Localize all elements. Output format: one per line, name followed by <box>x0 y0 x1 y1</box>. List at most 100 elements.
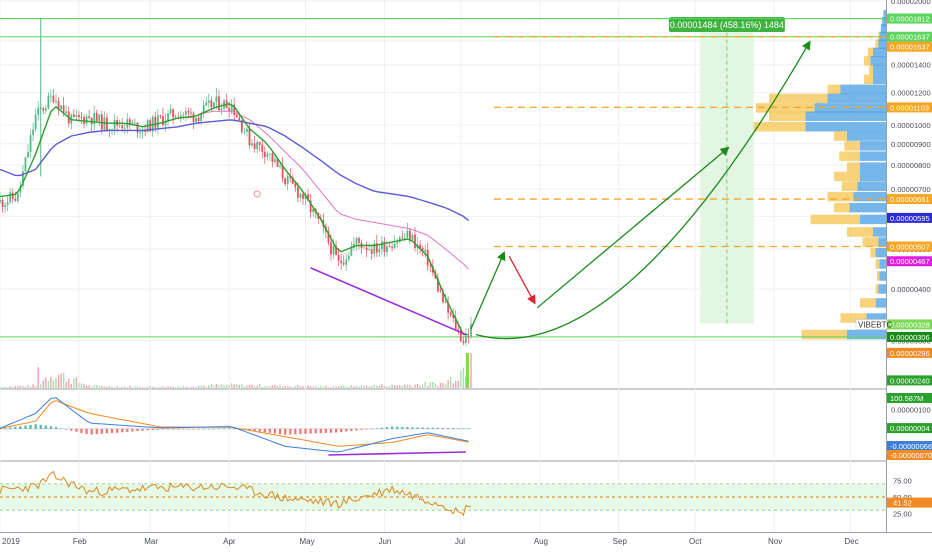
price-badge[interactable] <box>887 241 932 252</box>
macd-badge[interactable] <box>887 441 932 451</box>
price-badge[interactable] <box>887 13 932 24</box>
volume-bar <box>276 386 279 388</box>
projection-arrow-down[interactable] <box>508 256 536 305</box>
volume-bar <box>414 384 416 388</box>
volume-profile-up-bar <box>882 17 886 27</box>
price-badge[interactable] <box>887 393 932 403</box>
volume-bar <box>238 384 241 388</box>
volume-bar <box>50 376 52 388</box>
volume-bar <box>174 387 177 388</box>
volume-bar <box>75 377 78 388</box>
macd-histogram-bar <box>85 428 88 435</box>
candle-body <box>271 153 274 162</box>
candle-body <box>230 104 233 112</box>
candle-body <box>174 117 177 119</box>
time-axis-label: Dec <box>844 537 858 546</box>
macd-histogram-bar <box>334 428 338 433</box>
candle-body <box>90 117 93 125</box>
volume-bar <box>60 373 62 388</box>
volume-bar <box>73 378 75 388</box>
volume-bar <box>210 384 213 388</box>
macd-histogram-bar <box>19 426 22 429</box>
candle-body <box>85 116 88 124</box>
macd-histogram-bar <box>75 428 78 432</box>
volume-bar <box>187 387 190 388</box>
time-axis[interactable]: 2019 Feb Mar Apr May Jun Jul Aug Sep Oct Nov Dec <box>0 533 932 550</box>
time-axis-label: May <box>300 537 315 546</box>
volume-bar <box>449 377 452 388</box>
price-badge[interactable] <box>887 102 932 113</box>
price-badge-label: 100.587M <box>890 394 923 403</box>
macd-histogram-bar <box>207 428 210 430</box>
volume-bar <box>396 385 398 388</box>
price-badge[interactable] <box>887 41 932 52</box>
time-axis-bg <box>0 533 932 550</box>
volume-bar <box>200 385 202 388</box>
volume-bar <box>393 385 396 388</box>
price-axis[interactable]: 0.000020000.000018000.000016000.00001400… <box>887 0 932 532</box>
candle-body <box>4 204 6 208</box>
volume-bar <box>427 385 429 388</box>
volume-profile-up-bar <box>879 259 886 269</box>
candle-body <box>55 101 57 103</box>
drawings[interactable] <box>253 40 811 340</box>
volume-bar <box>96 385 98 388</box>
candle-body <box>144 129 147 132</box>
divergence-line[interactable] <box>310 267 467 336</box>
volume-bar <box>134 386 136 388</box>
volume-bar <box>348 386 350 388</box>
macd-histogram-bar <box>467 428 470 429</box>
price-badge[interactable] <box>887 212 932 223</box>
volume-bar <box>358 386 360 388</box>
price-axis-tick: 0.00000400 <box>891 285 931 294</box>
price-series <box>0 17 472 347</box>
macd-pane[interactable] <box>0 390 886 460</box>
price-badge[interactable] <box>887 331 932 342</box>
macd-badge[interactable] <box>887 450 932 460</box>
ema-short-line <box>0 103 469 336</box>
price-badge-label: 0.00000507 <box>890 243 930 252</box>
candle-body <box>286 176 289 185</box>
measure-label-box[interactable] <box>668 17 785 32</box>
candle-body <box>383 241 386 253</box>
price-badge[interactable] <box>887 319 932 330</box>
projection-arrow-up[interactable] <box>536 146 730 309</box>
price-badge[interactable] <box>887 256 932 267</box>
candle-body <box>380 241 383 250</box>
price-badge[interactable] <box>887 375 932 386</box>
candle-body <box>363 247 365 249</box>
candle-body <box>414 234 416 248</box>
macd-histogram-bar <box>49 426 53 429</box>
price-badge[interactable] <box>887 347 932 358</box>
volume-profile-down-bar <box>863 74 873 85</box>
volume-profile-down-bar <box>863 56 871 66</box>
price-badge[interactable] <box>887 194 932 205</box>
candle-body <box>337 254 340 261</box>
volume-bar <box>70 383 72 388</box>
rsi-badge[interactable] <box>887 497 932 508</box>
projection-arrow-up[interactable] <box>470 250 506 330</box>
price-badge[interactable] <box>887 31 932 42</box>
volume-bar <box>144 387 146 388</box>
volume-bar <box>233 384 235 388</box>
candle-body <box>139 132 141 134</box>
macd-histogram-bar <box>406 427 409 429</box>
candle-body <box>29 135 32 153</box>
volume-bar <box>437 386 439 388</box>
volume-bar <box>315 385 317 388</box>
volume-bar <box>330 387 332 388</box>
macd-divergence-line[interactable] <box>328 451 466 456</box>
horizontal-levels[interactable] <box>0 18 886 338</box>
volume-bar <box>195 387 197 388</box>
volume-bar <box>146 386 149 388</box>
price-badge-label: 0.00000467 <box>890 257 930 266</box>
candle-body <box>197 117 200 122</box>
candle-body <box>335 246 337 255</box>
volume-bar <box>258 383 261 388</box>
projection-curve[interactable] <box>475 40 811 340</box>
volume-bar <box>106 386 108 388</box>
macd-badge[interactable] <box>887 423 932 434</box>
candle-body <box>80 117 83 118</box>
